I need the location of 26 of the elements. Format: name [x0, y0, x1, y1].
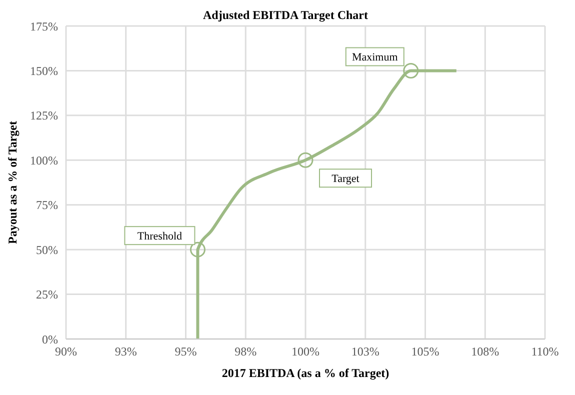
x-axis-title: 2017 EBITDA (as a % of Target) — [222, 366, 390, 380]
x-tick-label: 105% — [411, 344, 440, 359]
annotation: Maximum — [352, 52, 398, 64]
y-tick-label: 150% — [30, 64, 58, 78]
x-tick-label: 98% — [234, 344, 257, 359]
x-tick-label: 110% — [531, 344, 559, 359]
x-tick-label: 93% — [114, 344, 137, 359]
y-tick-label: 25% — [36, 288, 58, 302]
y-tick-label: 175% — [30, 19, 58, 34]
y-tick-label: 75% — [36, 198, 58, 212]
y-tick-label: 50% — [36, 242, 58, 257]
y-axis-title: Payout as a % of Target — [5, 120, 20, 244]
y-tick-label: 100% — [30, 153, 58, 168]
annotation: Target — [332, 173, 360, 186]
x-tick-label: 95% — [174, 344, 197, 359]
x-tick-label: 90% — [55, 344, 77, 359]
x-tick-label: 103% — [351, 344, 380, 359]
annotation: Threshold — [137, 230, 183, 243]
x-tick-label: 100% — [292, 344, 320, 359]
chart-title: Adjusted EBITDA Target Chart — [202, 8, 368, 22]
x-tick-label: 108% — [471, 344, 500, 359]
point — [403, 62, 419, 78]
point — [298, 152, 314, 168]
point — [190, 242, 206, 258]
y-tick-label: 0% — [42, 332, 58, 346]
y-tick-label: 125% — [30, 108, 58, 123]
